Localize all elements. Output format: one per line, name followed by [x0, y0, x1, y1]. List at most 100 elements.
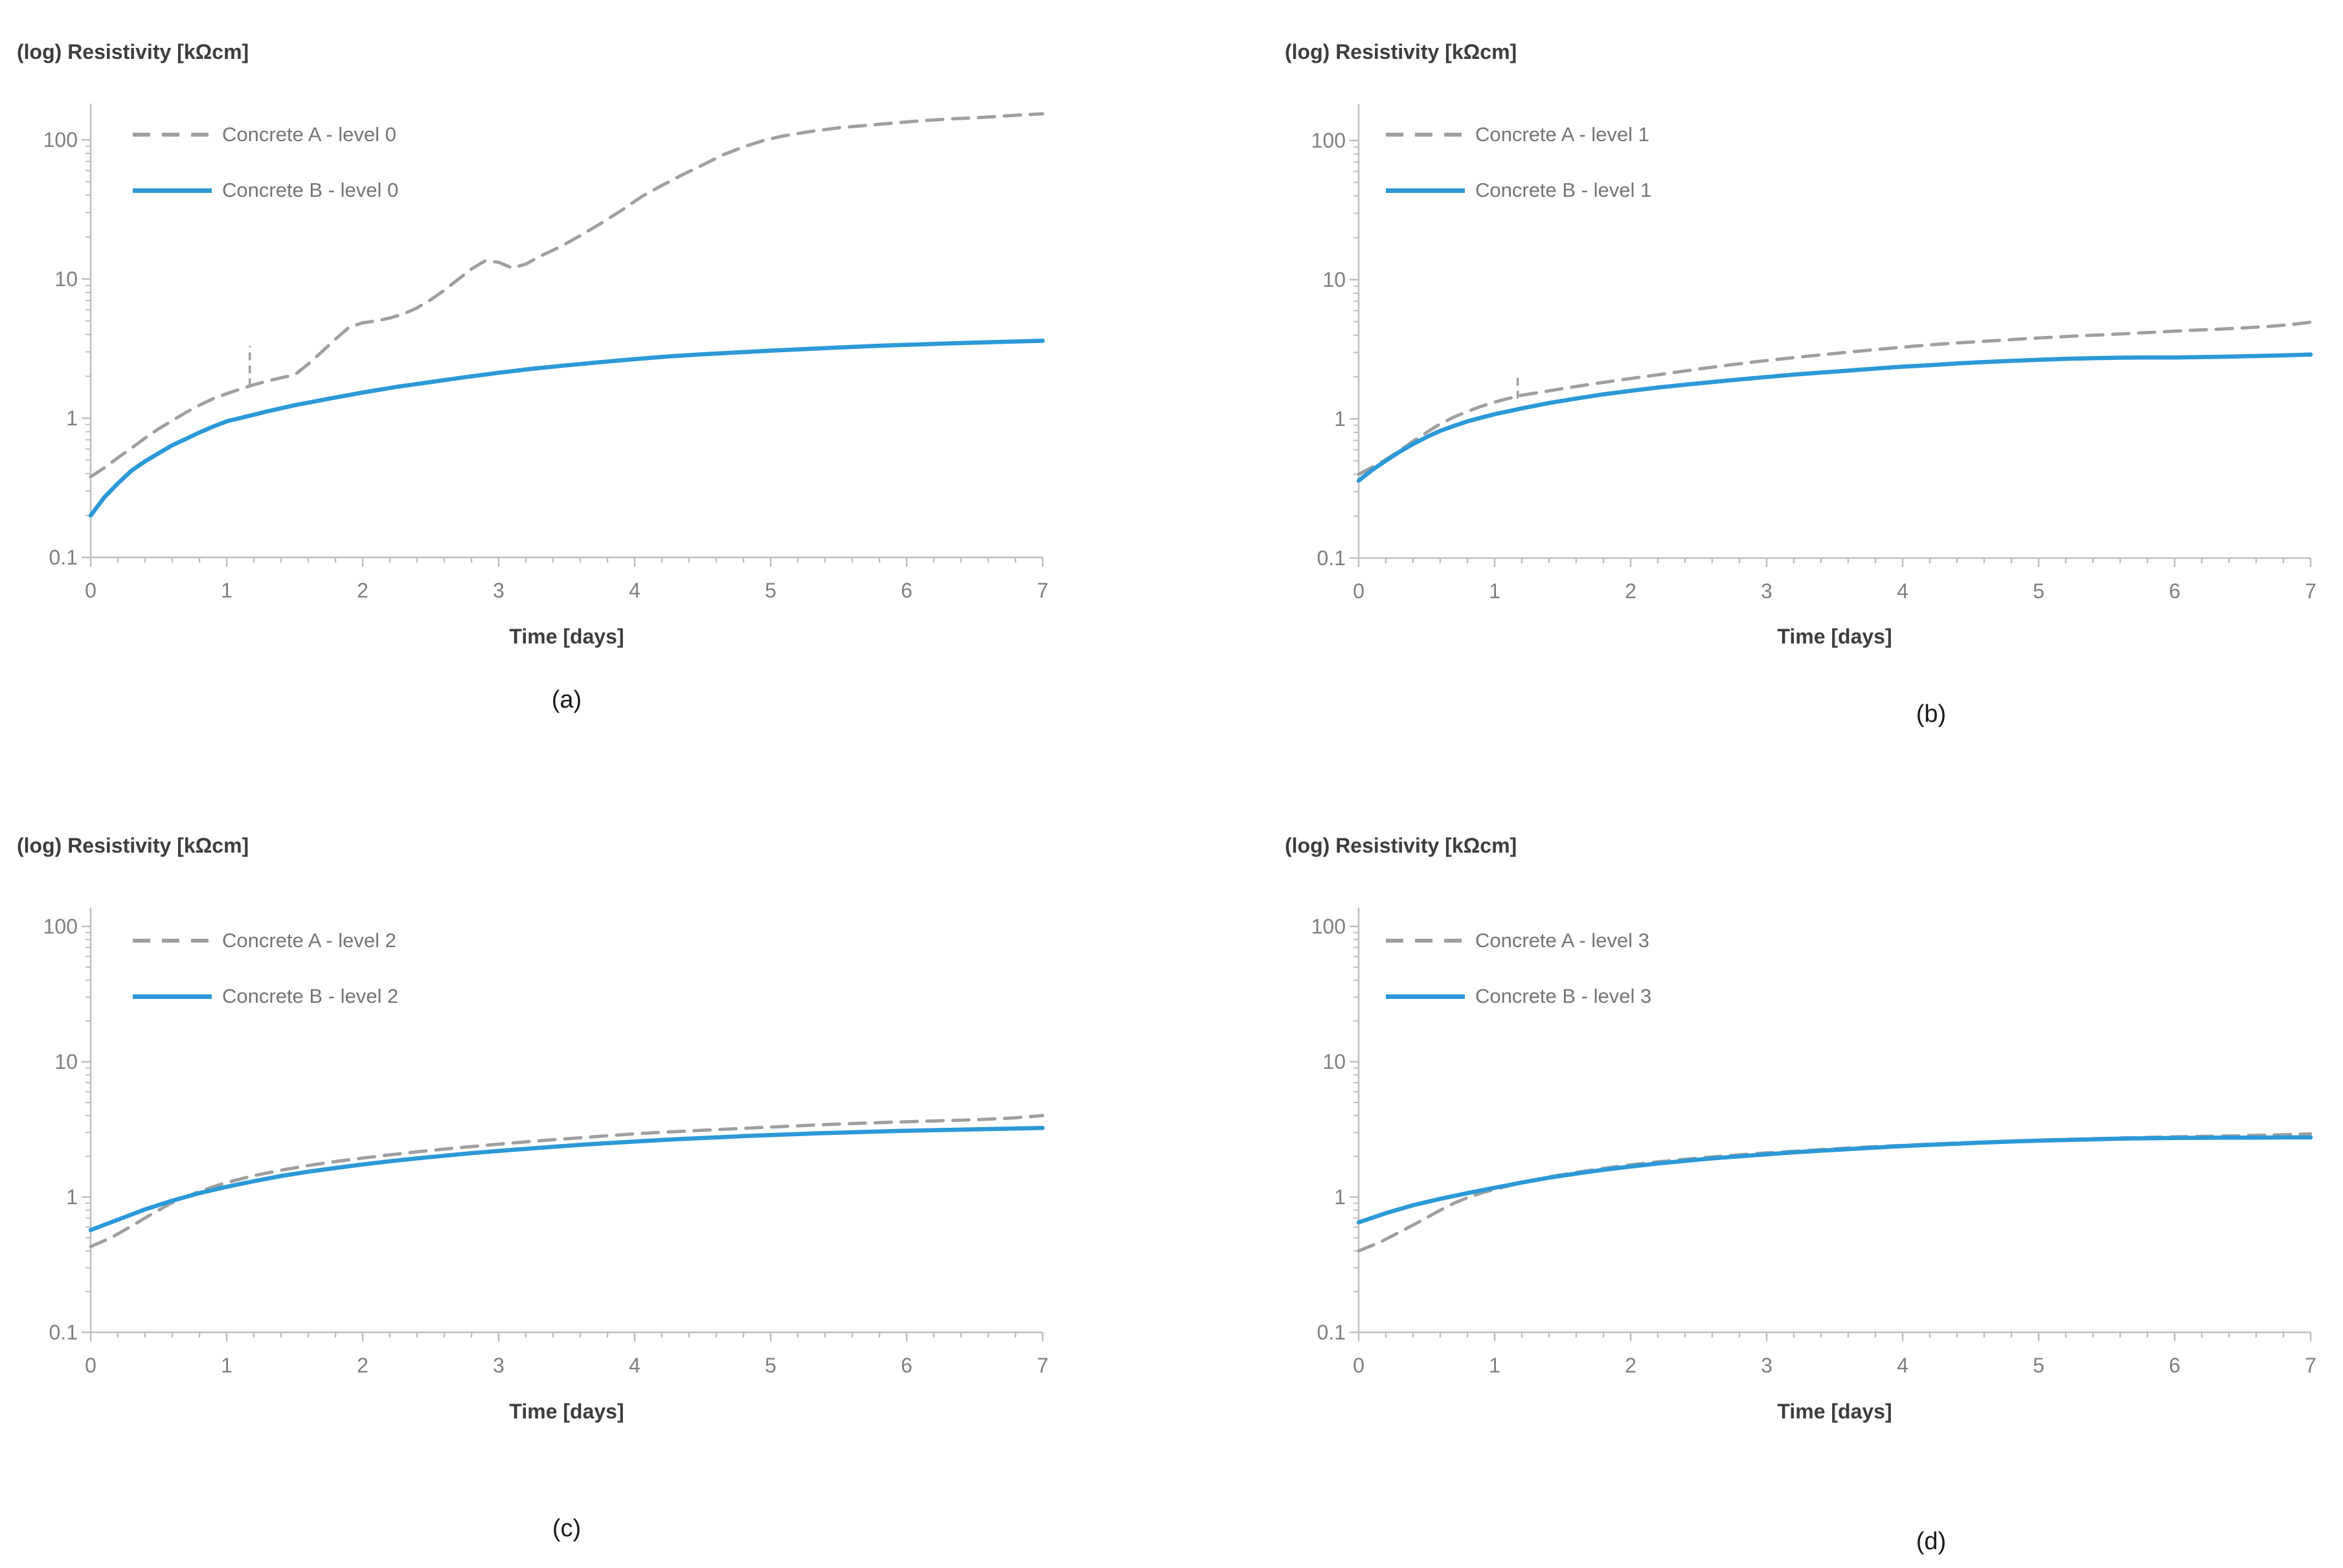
caption-panel-b: (b)	[1916, 700, 1947, 728]
y-tick-label-a-100: 100	[43, 128, 78, 151]
y-tick-label-a-1: 1	[66, 407, 78, 430]
caption-panel-c: (c)	[552, 1515, 582, 1542]
axis-lines	[89, 104, 1043, 559]
x-axis-title-panel-a: Time [days]	[509, 625, 624, 648]
legend-label: Concrete B - level 3	[1475, 985, 1652, 1007]
x-tick-label-d-3: 3	[1761, 1354, 1772, 1377]
y-axis-title-panel-b: (log) Resistivity [kΩcm]	[1285, 40, 1517, 63]
x-tick-label-c-4: 4	[629, 1354, 640, 1377]
series-concrete-a-level-2-line	[89, 1114, 1045, 1249]
panel-b-plot	[1350, 104, 2313, 567]
y-tick-label-c-1: 1	[66, 1185, 78, 1209]
y-tick-label-d-100: 100	[1311, 915, 1346, 938]
x-tick-label-a-2: 2	[357, 579, 368, 602]
x-tick-label-d-7: 7	[2305, 1354, 2316, 1377]
x-tick-label-c-2: 2	[357, 1354, 368, 1377]
legend-key-dashed-icon	[1386, 939, 1465, 943]
x-tick-label-b-5: 5	[2033, 579, 2044, 603]
x-tick-label-a-1: 1	[221, 579, 232, 602]
legend-item-concrete-a-level-2: Concrete A - level 2	[133, 929, 396, 952]
y-tick-label-a-10: 10	[54, 267, 78, 291]
x-tick-label-a-4: 4	[629, 579, 640, 602]
y-tick-label-b-1: 1	[1334, 407, 1346, 431]
legend-key-solid-icon	[133, 994, 212, 999]
caption-panel-a: (a)	[551, 686, 582, 713]
y-axis-title-panel-d: (log) Resistivity [kΩcm]	[1285, 834, 1517, 857]
legend-key-dashed-icon	[133, 939, 212, 943]
x-tick-label-d-1: 1	[1489, 1354, 1500, 1377]
series-concrete-b-level-2-line	[88, 1126, 1045, 1233]
x-tick-label-c-0: 0	[85, 1354, 96, 1377]
x-tick-label-c-6: 6	[901, 1354, 912, 1377]
panel-d-plot	[1350, 908, 2313, 1341]
series-concrete-a-level-0-line	[89, 112, 1045, 478]
legend-label: Concrete A - level 1	[1475, 123, 1649, 146]
y-tick-label-d-1: 1	[1334, 1185, 1346, 1209]
x-tick-label-a-7: 7	[1037, 579, 1048, 602]
legend-key-dashed-icon	[133, 133, 212, 137]
legend-label: Concrete B - level 0	[222, 179, 399, 201]
y-tick-label-c-100: 100	[43, 915, 78, 938]
legend-item-concrete-b-level-0: Concrete B - level 0	[133, 179, 398, 202]
x-tick-label-d-6: 6	[2169, 1354, 2180, 1377]
legend-key-solid-icon	[1386, 188, 1465, 193]
legend-label: Concrete A - level 3	[1475, 929, 1649, 952]
legend-key-solid-icon	[133, 188, 212, 193]
caption-panel-d: (d)	[1916, 1528, 1947, 1555]
x-tick-label-b-7: 7	[2305, 579, 2316, 603]
legend-item-concrete-a-level-3: Concrete A - level 3	[1386, 929, 1649, 952]
x-tick-label-a-3: 3	[493, 579, 504, 602]
x-axis-title-panel-c: Time [days]	[509, 1400, 624, 1423]
legend-key-solid-icon	[1386, 994, 1465, 999]
y-tick-label-a-0.1: 0.1	[49, 546, 78, 569]
x-tick-label-a-0: 0	[85, 579, 96, 602]
y-tick-label-b-0.1: 0.1	[1317, 546, 1346, 570]
legend-label: Concrete A - level 0	[222, 123, 396, 146]
x-tick-label-c-5: 5	[765, 1354, 776, 1377]
y-tick-label-c-0.1: 0.1	[49, 1321, 78, 1344]
x-tick-label-b-2: 2	[1625, 579, 1636, 603]
x-tick-label-c-1: 1	[221, 1354, 232, 1377]
legend-key-dashed-icon	[1386, 133, 1465, 137]
x-tick-label-a-5: 5	[765, 579, 776, 602]
x-tick-label-b-1: 1	[1489, 579, 1500, 603]
legend-item-concrete-b-level-2: Concrete B - level 2	[133, 985, 398, 1008]
legend-item-concrete-a-level-1: Concrete A - level 1	[1386, 123, 1649, 146]
x-tick-label-b-3: 3	[1761, 579, 1772, 603]
legend-label: Concrete A - level 2	[222, 929, 396, 952]
x-tick-label-d-4: 4	[1897, 1354, 1908, 1377]
x-axis-title-panel-b: Time [days]	[1777, 625, 1892, 648]
legend-item-concrete-b-level-3: Concrete B - level 3	[1386, 985, 1651, 1008]
x-axis-title-panel-d: Time [days]	[1777, 1400, 1892, 1423]
axis-lines	[1357, 908, 2311, 1334]
x-tick-label-d-2: 2	[1625, 1354, 1636, 1377]
x-tick-label-d-5: 5	[2033, 1354, 2044, 1377]
x-tick-label-c-3: 3	[493, 1354, 504, 1377]
y-tick-label-b-10: 10	[1322, 268, 1346, 291]
y-tick-label-d-10: 10	[1322, 1050, 1346, 1073]
x-tick-label-b-4: 4	[1897, 579, 1908, 603]
y-axis-title-panel-c: (log) Resistivity [kΩcm]	[17, 834, 249, 857]
series-concrete-a-level-1-line	[1357, 320, 2313, 476]
x-tick-label-b-6: 6	[2169, 579, 2180, 603]
series-concrete-b-level-3-line	[1356, 1135, 2313, 1225]
panel-c-plot	[82, 908, 1045, 1341]
x-tick-label-a-6: 6	[901, 579, 912, 602]
legend-label: Concrete B - level 2	[222, 985, 399, 1007]
legend-item-concrete-b-level-1: Concrete B - level 1	[1386, 179, 1651, 202]
y-tick-label-c-10: 10	[54, 1050, 78, 1073]
y-axis-title-panel-a: (log) Resistivity [kΩcm]	[17, 40, 249, 63]
legend-item-concrete-a-level-0: Concrete A - level 0	[133, 123, 396, 146]
x-tick-label-d-0: 0	[1353, 1354, 1364, 1377]
axis-lines	[89, 908, 1043, 1334]
x-tick-label-c-7: 7	[1037, 1354, 1048, 1377]
panel-a-plot	[82, 104, 1045, 566]
series-concrete-b-level-1-line	[1356, 352, 2313, 483]
y-tick-label-d-0.1: 0.1	[1317, 1321, 1346, 1344]
x-tick-label-b-0: 0	[1353, 579, 1364, 603]
series-concrete-b-level-0-line	[88, 339, 1045, 518]
legend-label: Concrete B - level 1	[1475, 179, 1652, 201]
y-tick-label-b-100: 100	[1311, 129, 1346, 152]
